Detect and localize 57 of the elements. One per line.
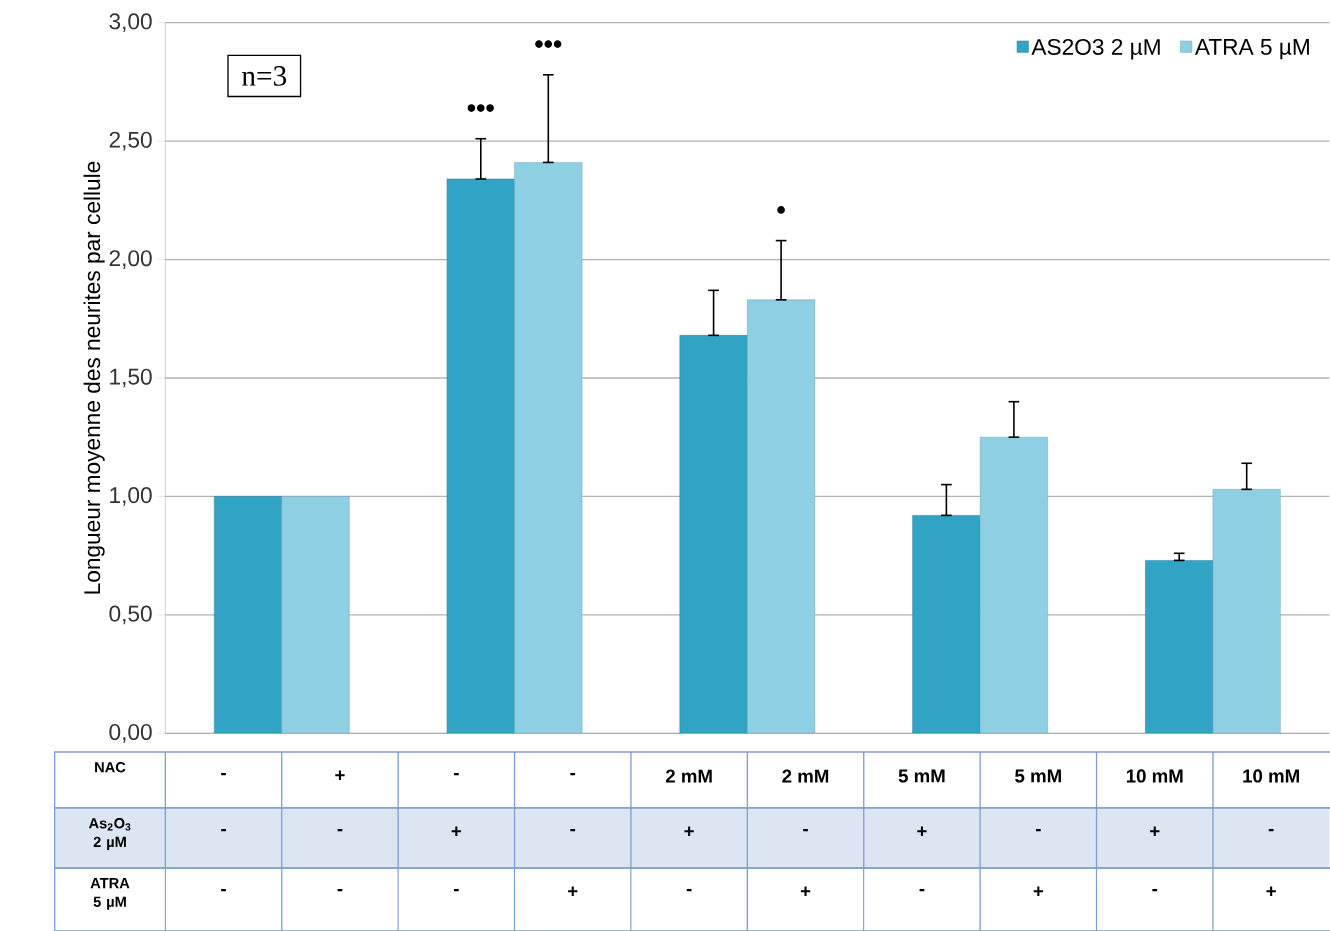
y-tick-label: 0,50 [109,605,152,625]
text: + [568,886,578,897]
text: + [800,886,811,897]
text: - [803,829,808,832]
bar [446,178,515,734]
bar [281,496,350,734]
text: - [453,773,459,776]
annotation: n=3 [242,66,287,86]
text: 5 mM [1015,769,1061,783]
y-tick-label: 2,00 [109,250,152,269]
legend-label: ATRA 5 µM [1194,39,1309,60]
text: 2 mM [782,769,829,783]
text: + [1266,886,1276,897]
text: ATRA 5 µM [90,878,130,910]
bar [1145,560,1214,734]
text: - [686,889,692,892]
text: As$_{2}$O$_{3}$ 2 µM [88,818,131,850]
text: + [335,770,345,781]
text: + [1150,826,1160,837]
text: 10 mM [1243,769,1299,783]
text: + [1033,886,1044,897]
text: - [570,773,576,776]
text: - [570,829,576,832]
annotation: ••• [535,40,562,48]
bar [514,162,583,734]
bar [213,496,283,734]
annotation: ••• [467,104,494,112]
text: - [337,829,343,832]
text: - [453,889,459,892]
text: 10 mM [1126,769,1183,783]
text: - [221,773,226,776]
annotation: • [777,206,785,214]
y-tick-label: 2,50 [109,131,152,151]
text: 2 mM [665,769,712,783]
text: NAC [95,762,126,773]
y-tick-label: 1,50 [110,368,152,388]
text: + [917,826,927,837]
text: - [1152,889,1158,892]
bar [747,299,816,734]
bar [679,335,748,734]
legend-label: AS2O3 2 µM [1031,38,1160,60]
y-tick-label: 1,00 [110,487,152,506]
y-axis-title: Longueur moyenne des neurites par cellule [83,161,105,594]
y-tick-label: 0,00 [109,723,152,743]
text: - [1035,829,1041,832]
text: + [684,826,694,837]
bar [912,515,981,734]
bar [1212,489,1281,734]
text: - [1268,829,1274,832]
text: - [337,889,343,892]
text: + [451,826,462,837]
text: - [221,889,226,892]
y-tick-label: 3,00 [109,13,152,33]
text: 5 mM [898,769,945,783]
text: - [919,889,925,892]
bar [979,436,1048,734]
text: - [221,829,226,832]
